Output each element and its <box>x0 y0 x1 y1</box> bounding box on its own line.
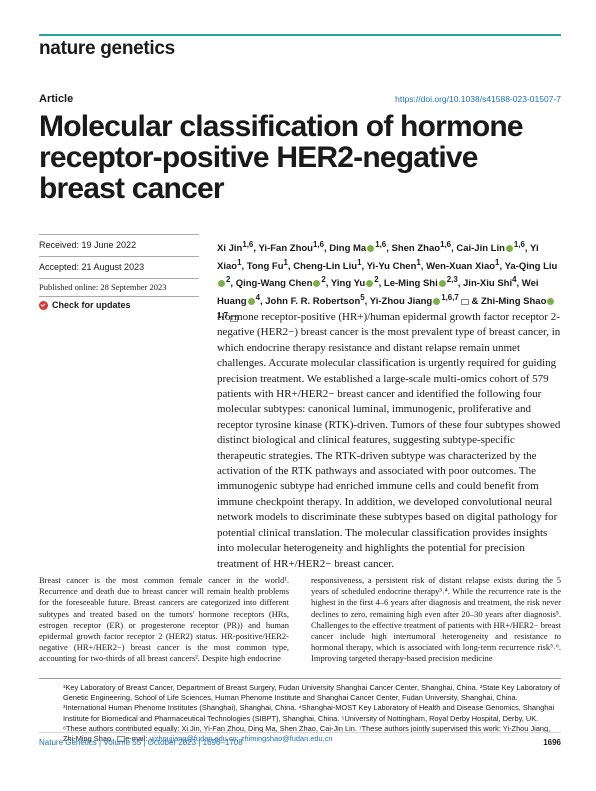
author-affil: 1,6 <box>513 240 525 249</box>
author-affil: 1 <box>416 257 421 267</box>
orcid-icon[interactable] <box>438 280 446 288</box>
author-name[interactable]: Tong Fu <box>246 260 284 272</box>
article-type: Article <box>39 93 74 105</box>
page-number: 1696 <box>543 738 561 747</box>
author-affil: 1,6 <box>375 240 387 249</box>
email-icon <box>117 736 126 743</box>
author-affil: 4 <box>255 292 260 302</box>
author-name[interactable]: Cai-Jin Lin <box>456 243 505 255</box>
author-name[interactable]: Qing-Wang Chen <box>235 278 313 290</box>
author-affil: 1,6 <box>440 240 452 249</box>
author-name[interactable]: Xi Jin <box>217 243 243 255</box>
meta-divider <box>39 296 199 297</box>
header-rule <box>39 34 561 36</box>
orcid-icon[interactable] <box>505 245 513 253</box>
abstract: Hormone receptor-positive (HR+)/human ep… <box>217 311 561 570</box>
footer-rule <box>39 732 561 733</box>
author-name[interactable]: Wen-Xuan Xiao <box>426 260 496 272</box>
check-updates-label: Check for updates <box>52 300 131 310</box>
author-affil: 1,6 <box>312 240 324 249</box>
author-name[interactable]: Yi-Yu Chen <box>366 260 417 272</box>
author-affil: 1 <box>495 257 500 267</box>
email-links[interactable]: yizhoujiang@fudan.edu.cn; zhimingshao@fu… <box>149 734 333 744</box>
author-name[interactable]: Jin-Xiu Shi <box>463 278 513 290</box>
orcid-icon[interactable] <box>366 280 374 288</box>
meta-divider <box>39 256 199 257</box>
check-updates-icon <box>39 300 48 310</box>
accepted-date: Accepted: 21 August 2023 <box>39 262 145 272</box>
email-icon[interactable] <box>460 298 469 305</box>
author-name[interactable]: Wei Huang <box>217 278 539 308</box>
body-column-2: responsiveness, a persistent risk of dis… <box>311 575 561 664</box>
author-name[interactable]: Le-Ming Shi <box>383 278 438 290</box>
author-affil: 2 <box>226 275 231 285</box>
orcid-icon[interactable] <box>247 298 255 306</box>
received-date: Received: 19 June 2022 <box>39 240 137 250</box>
author-affil: 1 <box>283 257 288 267</box>
author-name[interactable]: Yi-Fan Zhou <box>258 243 313 255</box>
author-affil: 2,3 <box>446 275 458 285</box>
email-label: e-mail: <box>125 734 148 744</box>
meta-divider <box>39 234 199 235</box>
author-name[interactable]: Yi Xiao <box>217 243 539 272</box>
footer-citation[interactable]: Nature Genetics | Volume 55 | October 20… <box>39 738 243 747</box>
footnote-divider <box>39 678 561 679</box>
author-name[interactable]: Ya-Qing Liu <box>504 260 558 272</box>
orcid-icon[interactable] <box>313 280 321 288</box>
orcid-icon[interactable] <box>433 298 441 306</box>
author-affil: 1,6 <box>242 240 254 249</box>
author-name[interactable]: Cheng-Lin Liu <box>293 260 358 272</box>
author-affil: 4 <box>512 275 517 285</box>
author-affil: 1 <box>237 257 242 267</box>
author-affil: 1,6,7 <box>441 292 459 302</box>
published-date: Published online: 28 September 2023 <box>39 282 167 292</box>
affiliations: ¹Key Laboratory of Breast Cancer, Depart… <box>63 683 560 744</box>
footnotes: ¹Key Laboratory of Breast Cancer, Depart… <box>63 683 561 744</box>
author-affil: 2 <box>321 275 326 285</box>
article-title: Molecular classification of hormone rece… <box>39 110 524 205</box>
author-name[interactable]: Ding Ma <box>329 243 367 255</box>
doi-link[interactable]: https://doi.org/10.1038/s41588-023-01507… <box>395 94 561 104</box>
orcid-icon[interactable] <box>367 245 375 253</box>
body-column-1: Breast cancer is the most common female … <box>39 575 289 664</box>
journal-name: nature genetics <box>39 38 175 59</box>
author-affil: 5 <box>360 292 365 302</box>
author-affil: 1,7 <box>217 310 228 320</box>
orcid-icon[interactable] <box>218 280 225 288</box>
email-icon[interactable] <box>230 316 238 323</box>
orcid-icon[interactable] <box>547 298 555 306</box>
author-name[interactable]: Shen Zhao <box>391 243 441 255</box>
author-name[interactable]: Yi-Zhou Jiang <box>369 296 433 308</box>
author-name[interactable]: Ying Yu <box>330 278 366 290</box>
author-name[interactable]: Zhi-Ming Shao <box>480 296 547 308</box>
author-affil: 2 <box>374 275 379 285</box>
check-updates-button[interactable]: Check for updates <box>39 300 131 310</box>
author-name[interactable]: John F. R. Robertson <box>265 296 361 308</box>
author-affil: 1 <box>357 257 362 267</box>
meta-divider <box>39 278 199 279</box>
author-list: Xi Jin1,6, Yi-Fan Zhou1,6, Ding Ma 1,6, S… <box>217 238 562 326</box>
